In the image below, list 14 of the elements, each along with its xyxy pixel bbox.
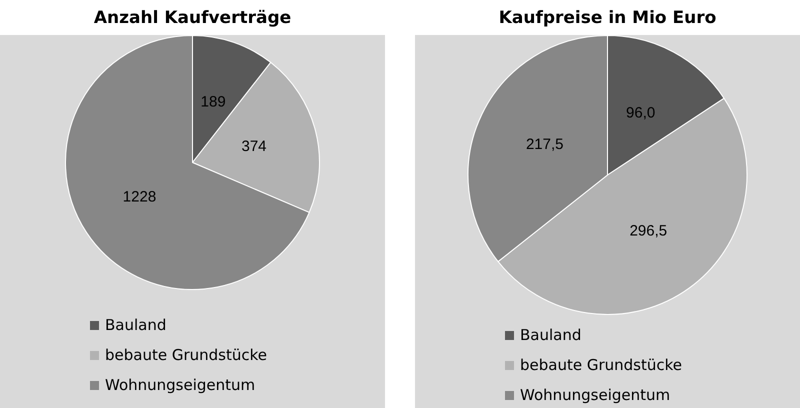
legend-label: Bauland xyxy=(520,325,582,346)
chart-title: Kaufpreise in Mio Euro xyxy=(498,7,718,30)
data-label: 217,5 xyxy=(526,136,564,153)
data-label: 296,5 xyxy=(630,222,668,240)
legend-label: Bauland xyxy=(105,315,166,336)
legend-label: bebaute Grundstücke xyxy=(520,355,682,376)
data-label: 96,0 xyxy=(626,104,656,122)
legend-label: bebaute Grundstücke xyxy=(105,345,268,366)
data-label: 374 xyxy=(241,138,267,155)
legend-label: Wohnungseigentum xyxy=(105,375,256,396)
data-label: 1228 xyxy=(122,188,156,206)
chart-title: Anzahl Kaufverträge xyxy=(92,7,292,30)
data-label: 189 xyxy=(200,94,226,111)
legend-label: Wohnungseigentum xyxy=(520,385,670,406)
